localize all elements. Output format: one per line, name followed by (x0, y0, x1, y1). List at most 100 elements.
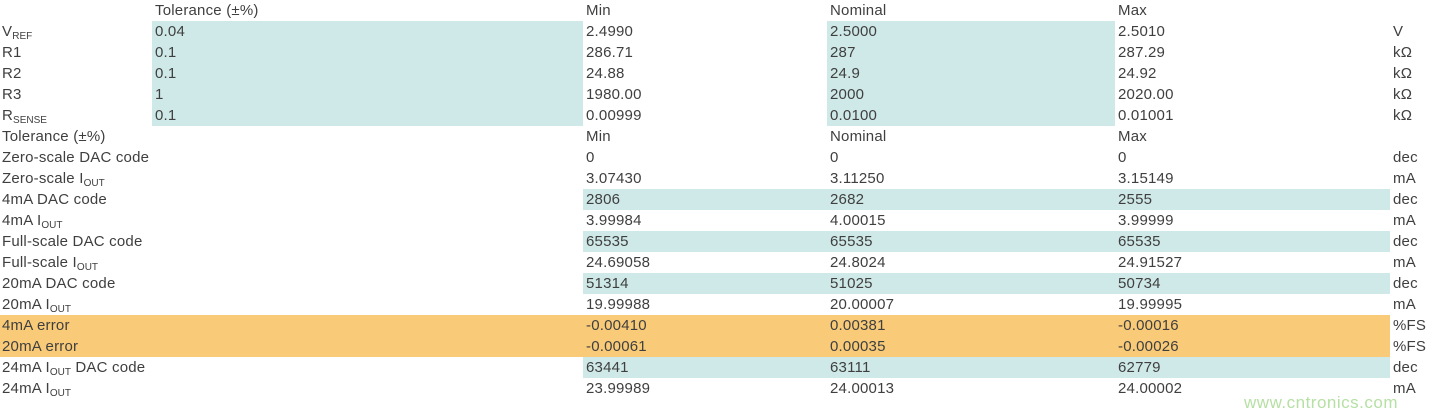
header-unit-blank-2 (1390, 126, 1436, 147)
unit-cell: dec (1393, 233, 1418, 250)
row-label: R2 (2, 65, 22, 82)
unit-cell: dec (1393, 275, 1418, 292)
nominal-cell: 4.00015 (830, 212, 886, 229)
nominal-cell: 24.8024 (830, 254, 886, 271)
min-cell: 2.4990 (586, 23, 634, 40)
max-cell: 2020.00 (1118, 86, 1174, 103)
min-cell: 3.99984 (586, 212, 642, 229)
min-cell: 24.69058 (586, 254, 651, 271)
nominal-cell: 24.00013 (830, 380, 895, 397)
nominal-cell: 0.00035 (827, 336, 1115, 357)
min-cell: 65535 (583, 231, 827, 252)
corner-blank (0, 0, 152, 21)
unit-cell: mA (1393, 212, 1416, 229)
tolerance-cell: 0.1 (152, 105, 583, 126)
unit-cell: kΩ (1393, 65, 1413, 82)
max-cell: 3.99999 (1118, 212, 1174, 229)
tolerance-cell: 1 (152, 84, 583, 105)
nominal-cell: 20.00007 (830, 296, 895, 313)
unit-cell: mA (1393, 254, 1416, 271)
nominal-cell: 287 (827, 42, 1115, 63)
nominal-cell: 51025 (827, 273, 1115, 294)
row-label: Zero-scale DAC code (2, 149, 150, 166)
header-max: Max (1118, 2, 1147, 19)
tolerance-cell (152, 147, 583, 168)
max-cell: 65535 (1115, 231, 1390, 252)
header-min: Min (586, 2, 611, 19)
unit-cell: kΩ (1393, 86, 1413, 103)
tolerance-analysis-table: Tolerance (±%) Min Nominal Max VREF 0.04… (0, 0, 1436, 399)
unit-cell: %FS (1393, 317, 1427, 334)
tolerance-blank (152, 126, 583, 147)
nominal-cell: 3.11250 (830, 170, 885, 187)
tolerance-cell (152, 315, 583, 336)
min-cell: 1980.00 (586, 86, 642, 103)
unit-cell: kΩ (1393, 107, 1413, 124)
tolerance-cell (152, 294, 583, 315)
max-cell: 62779 (1115, 357, 1390, 378)
min-cell: -0.00061 (583, 336, 827, 357)
max-cell: 2.5010 (1118, 23, 1166, 40)
nominal-cell: 0 (830, 149, 839, 166)
tolerance-cell: 0.04 (152, 21, 583, 42)
row-label: Full-scale DAC code (2, 233, 143, 250)
nominal-cell: 24.9 (827, 63, 1115, 84)
max-cell: 24.92 (1118, 65, 1157, 82)
max-cell: -0.00026 (1115, 336, 1390, 357)
max-cell: 24.91527 (1118, 254, 1183, 271)
min-cell: 63441 (583, 357, 827, 378)
row-label: 20mA error (0, 336, 152, 357)
max-cell: 0.01001 (1118, 107, 1174, 124)
nominal-cell: 0.00381 (827, 315, 1115, 336)
max-cell: 287.29 (1118, 44, 1166, 61)
nominal-cell: 0.0100 (827, 105, 1115, 126)
watermark: www.cntronics.com (1244, 393, 1398, 412)
unit-cell: %FS (1393, 338, 1427, 355)
tolerance-cell (152, 168, 583, 189)
min-cell: 3.07430 (586, 170, 642, 187)
unit-cell: dec (1393, 191, 1418, 208)
unit-cell: mA (1393, 296, 1416, 313)
row-label: R1 (2, 44, 22, 61)
tolerance-cell (152, 210, 583, 231)
row-label: VREF (2, 23, 33, 42)
tolerance-cell: 0.1 (152, 42, 583, 63)
min-cell: 19.99988 (586, 296, 651, 313)
unit-cell: mA (1393, 380, 1416, 397)
tolerance-cell (152, 273, 583, 294)
min-cell: 23.99989 (586, 380, 651, 397)
row-label: 24mA IOUT (2, 380, 72, 399)
tolerance-cell (152, 231, 583, 252)
tolerance-cell (152, 378, 583, 399)
header-tolerance: Tolerance (±%) (155, 2, 259, 19)
min-cell: 0.00999 (586, 107, 642, 124)
row-label: 20mA DAC code (2, 275, 116, 292)
header-max-2: Max (1118, 128, 1147, 145)
header-tolerance-2: Tolerance (±%) (2, 128, 106, 145)
unit-cell: kΩ (1393, 44, 1413, 61)
row-label: RSENSE (2, 107, 47, 126)
max-cell: 50734 (1115, 273, 1390, 294)
row-label: 4mA DAC code (2, 191, 107, 208)
row-label: Zero-scale IOUT (2, 170, 105, 189)
unit-cell: mA (1393, 170, 1416, 187)
row-label: Full-scale IOUT (2, 254, 99, 273)
header-nominal: Nominal (830, 2, 887, 19)
tolerance-cell (152, 336, 583, 357)
tolerance-cell (152, 252, 583, 273)
nominal-cell: 63111 (827, 357, 1115, 378)
row-label: 4mA error (0, 315, 152, 336)
row-label: 24mA IOUT DAC code (2, 359, 146, 378)
header-unit-blank (1390, 0, 1436, 21)
unit-cell: dec (1393, 149, 1418, 166)
min-cell: 51314 (583, 273, 827, 294)
unit-cell: V (1393, 23, 1404, 40)
min-cell: 2806 (583, 189, 827, 210)
max-cell: 3.15149 (1118, 170, 1174, 187)
tolerance-cell (152, 189, 583, 210)
nominal-cell: 65535 (827, 231, 1115, 252)
header-nominal-2: Nominal (830, 128, 887, 145)
max-cell: -0.00016 (1115, 315, 1390, 336)
nominal-cell: 2000 (827, 84, 1115, 105)
min-cell: 24.88 (586, 65, 625, 82)
